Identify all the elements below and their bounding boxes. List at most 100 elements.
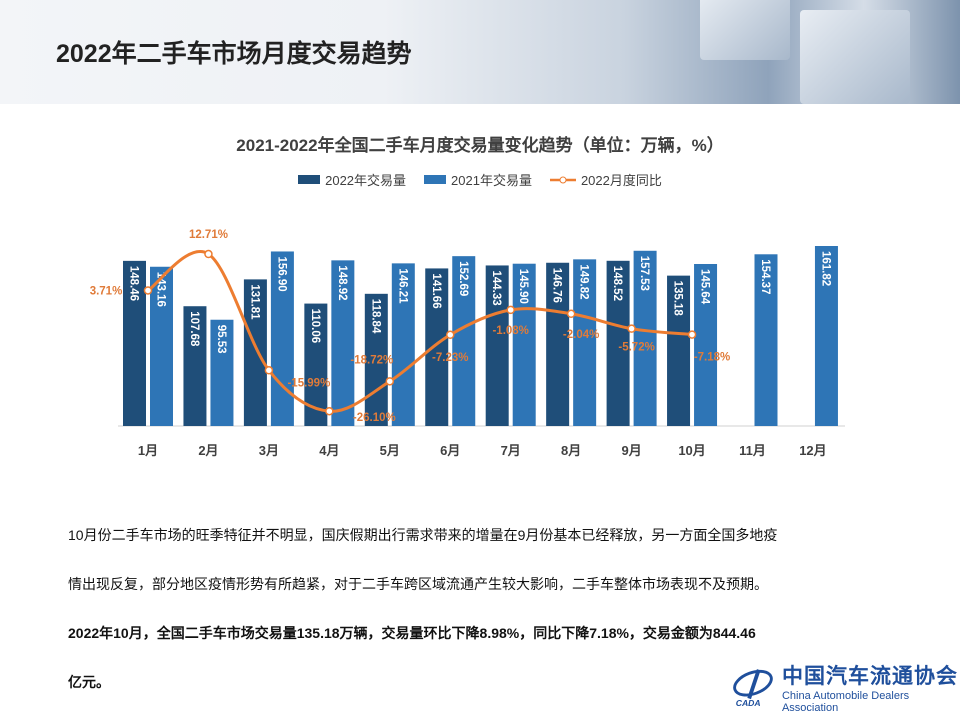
- bar-value-label: 148.52: [611, 266, 623, 301]
- page-title: 2022年二手车市场月度交易趋势: [56, 40, 412, 68]
- x-tick-label: 7月: [501, 443, 521, 458]
- yoy-point: [446, 330, 455, 340]
- x-tick-label: 4月: [319, 443, 339, 458]
- x-tick-label: 2月: [198, 443, 218, 458]
- chart-title: 2021-2022年全国二手车月度交易量变化趋势（单位：万辆，%）: [236, 136, 724, 155]
- yoy-data-label: 12.71%: [189, 229, 228, 241]
- yoy-data-label: -1.08%: [492, 325, 528, 337]
- bar-value-label: 135.18: [672, 281, 684, 317]
- yoy-data-label: -18.72%: [350, 354, 393, 366]
- legend-line-icon: [549, 176, 576, 183]
- legend-item-2021: 2021年交易量: [424, 170, 532, 189]
- bar-value-label: 148.92: [336, 265, 348, 300]
- bar-value-label: 141.66: [430, 273, 442, 308]
- legend-swatch: [424, 175, 447, 184]
- yoy-data-label: -7.23%: [432, 352, 468, 364]
- x-tick-label: 10月: [678, 443, 705, 458]
- bar-value-label: 161.82: [819, 251, 831, 286]
- bar-2021: [814, 246, 838, 426]
- yoy-data-label: 3.71%: [90, 285, 123, 297]
- yoy-point: [385, 377, 395, 386]
- x-tick-label: 6月: [440, 443, 460, 458]
- bar-value-label: 145.64: [699, 269, 711, 305]
- bar-2021: [754, 254, 778, 426]
- yoy-data-label: -15.99%: [287, 377, 330, 389]
- bar-2022: [485, 265, 509, 426]
- bar-value-label: 157.53: [638, 256, 650, 291]
- logo-chinese-name: 中国汽车流通协会: [781, 663, 958, 688]
- x-tick-label: 8月: [561, 443, 581, 458]
- bar-2021: [694, 263, 718, 426]
- bar-2022: [546, 262, 570, 426]
- bar-value-label: 148.46: [128, 266, 140, 301]
- bar-value-label: 146.76: [551, 268, 563, 303]
- bar-2022: [183, 306, 207, 426]
- bar-2021: [452, 256, 476, 426]
- bar-value-label: 95.53: [215, 325, 227, 354]
- bar-value-label: 145.90: [517, 269, 529, 304]
- bar-value-label: 110.06: [309, 309, 321, 344]
- yoy-point: [143, 286, 153, 295]
- bar-2021: [633, 250, 657, 426]
- header-banner: 2022年二手车市场月度交易趋势: [0, 0, 960, 104]
- bar-value-label: 131.81: [248, 284, 260, 320]
- analysis-paragraph-4: 亿元。: [68, 674, 110, 690]
- bar-value-label: 149.82: [578, 264, 590, 299]
- x-tick-label: 3月: [259, 443, 279, 458]
- cada-logo: CADA 中国汽车流通协会 China Automobile Dealers A…: [730, 660, 960, 714]
- yoy-data-label: -26.10%: [353, 412, 396, 424]
- bar-2022: [123, 260, 146, 426]
- legend-label: 2021年交易量: [451, 173, 532, 188]
- cada-logo-mark: CADA: [733, 669, 773, 708]
- decor-cube: [800, 10, 910, 104]
- chart-legend: 2022年交易量 2021年交易量 2022月度同比: [0, 170, 960, 189]
- legend-label: 2022年交易量: [325, 173, 407, 188]
- x-tick-label: 5月: [380, 443, 400, 458]
- yoy-data-label: -5.72%: [618, 342, 654, 354]
- bar-value-label: 146.21: [396, 268, 408, 304]
- bar-2021: [391, 263, 415, 426]
- bar-value-label: 154.37: [759, 259, 771, 294]
- yoy-point: [506, 305, 515, 315]
- bar-2021: [512, 263, 536, 426]
- legend-item-yoy: 2022月度同比: [549, 170, 662, 189]
- legend-item-2022: 2022年交易量: [298, 170, 406, 189]
- decor-cube: [700, 0, 790, 60]
- svg-text:CADA: CADA: [736, 698, 761, 708]
- bar-2021: [150, 266, 173, 426]
- x-tick-label: 1月: [138, 443, 158, 458]
- analysis-paragraph-3: 2022年10月，全国二手车市场交易量135.18万辆，交易量环比下降8.98%…: [68, 625, 756, 641]
- bar-2022: [425, 268, 449, 426]
- analysis-paragraph-1: 10月份二手车市场的旺季特征并不明显，国庆假期出行需求带来的增量在9月份基本已经…: [68, 527, 778, 543]
- analysis-paragraph-2: 情出现反复，部分地区疫情形势有所趋紧，对于二手车跨区域流通产生较大影响，二手车整…: [68, 576, 768, 592]
- bar-2022: [667, 275, 691, 426]
- yoy-line: [147, 250, 693, 413]
- yoy-point: [264, 366, 274, 375]
- bar-value-label: 118.84: [369, 299, 381, 334]
- yoy-point: [687, 330, 697, 339]
- x-tick-label: 12月: [799, 443, 826, 458]
- yoy-point: [325, 406, 334, 416]
- yoy-point: [566, 309, 576, 319]
- x-tick-label: 11月: [739, 443, 766, 458]
- logo-english-name: China Automobile Dealers Association: [781, 690, 910, 714]
- bar-value-label: 107.68: [188, 311, 200, 347]
- bar-2021: [573, 259, 597, 426]
- yoy-data-label: -7.18%: [694, 352, 730, 364]
- yoy-data-label: -2.04%: [563, 329, 599, 341]
- legend-label: 2022月度同比: [580, 173, 662, 188]
- bar-2022: [606, 260, 630, 426]
- legend-swatch: [298, 175, 321, 184]
- x-tick-label: 9月: [621, 443, 641, 458]
- bar-2021: [210, 319, 234, 426]
- bar-2022: [304, 303, 328, 426]
- bar-2022: [243, 279, 267, 426]
- bar-value-label: 156.90: [275, 256, 287, 291]
- bar-value-label: 144.33: [490, 270, 502, 305]
- bar-value-label: 152.69: [457, 261, 469, 296]
- yoy-point: [627, 324, 636, 333]
- bar-2021: [270, 251, 294, 426]
- bar-2021: [331, 260, 355, 426]
- yoy-point: [204, 249, 213, 259]
